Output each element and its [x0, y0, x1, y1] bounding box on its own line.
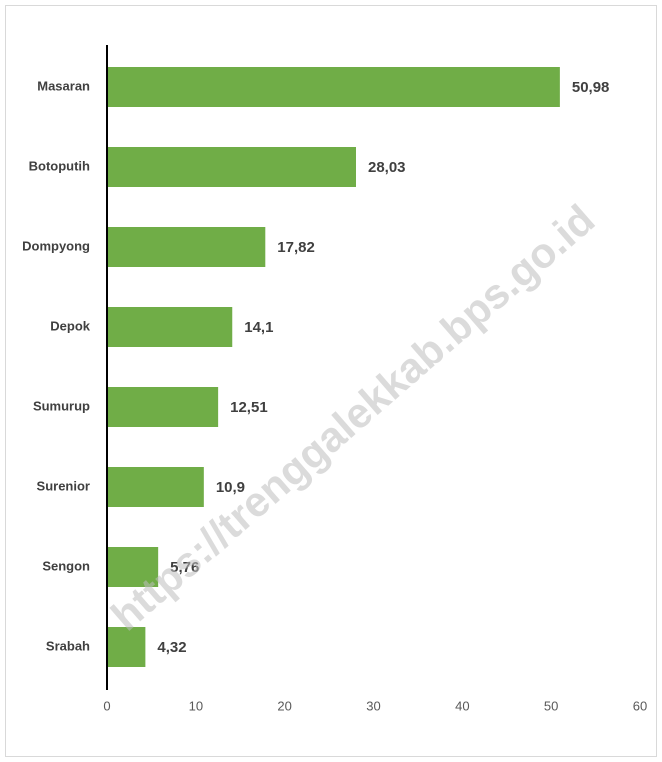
- value-label: 14,1: [244, 319, 273, 336]
- bar: [107, 147, 356, 187]
- x-tick-label: 0: [103, 698, 110, 713]
- value-label: 28,03: [368, 159, 406, 176]
- x-tick-label: 60: [633, 698, 647, 713]
- bar: [107, 387, 219, 427]
- bar: [107, 547, 159, 587]
- value-label: 5,76: [170, 559, 199, 576]
- y-tick-label: Surenior: [37, 478, 90, 493]
- bar: [107, 307, 233, 347]
- y-tick-label: Depok: [50, 318, 91, 333]
- value-label: 12,51: [230, 399, 268, 416]
- y-tick-label: Masaran: [37, 78, 90, 93]
- bar: [107, 467, 204, 507]
- x-tick-label: 20: [277, 698, 291, 713]
- value-label: 50,98: [572, 79, 610, 96]
- value-label: 4,32: [157, 639, 186, 656]
- y-tick-label: Botoputih: [29, 158, 90, 173]
- x-tick-label: 50: [544, 698, 558, 713]
- bar: [107, 627, 146, 667]
- y-tick-label: Dompyong: [22, 238, 90, 253]
- x-tick-label: 10: [189, 698, 203, 713]
- bar: [107, 67, 560, 107]
- bar: [107, 227, 266, 267]
- x-tick-label: 40: [455, 698, 469, 713]
- y-tick-label: Sengon: [42, 558, 90, 573]
- value-label: 10,9: [216, 479, 245, 496]
- value-label: 17,82: [277, 239, 315, 256]
- chart-frame: [5, 5, 657, 757]
- y-tick-label: Srabah: [46, 638, 90, 653]
- y-tick-label: Sumurup: [33, 398, 90, 413]
- x-tick-label: 30: [366, 698, 380, 713]
